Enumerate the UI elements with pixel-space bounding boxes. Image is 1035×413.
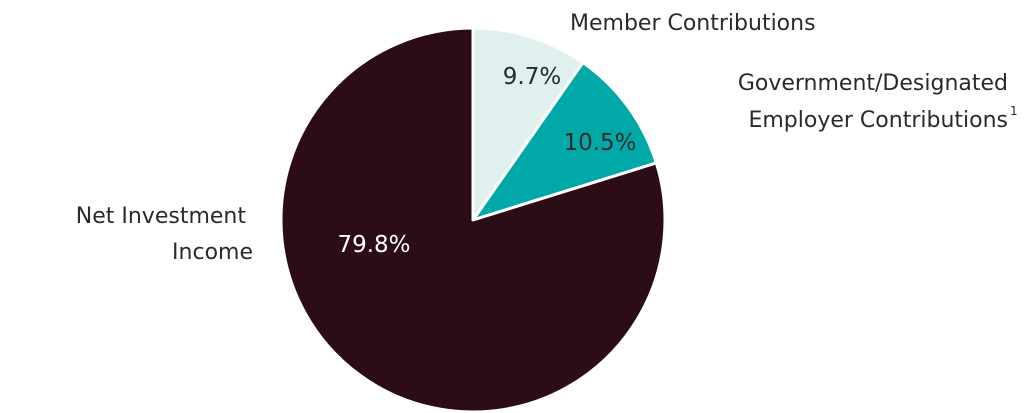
category-label-member: Member Contributions [570,11,816,36]
pie-slice-member [471,26,585,222]
category-label-investment-line-1: Net Investment [76,204,247,229]
category-label-government: Government/Designated [738,71,1008,96]
pie-slice-government [471,61,658,222]
slice-value-label-government: 10.5% [563,130,636,156]
footnote-marker: 1 [1010,104,1018,118]
slice-value-label-investment: 79.8% [337,232,410,258]
category-label-government-line-1: Government/Designated [738,71,1008,96]
category-label-investment: Net Investment Income [76,204,253,265]
category-label-government-line-2: Employer Contributions [748,108,1008,133]
category-label-government-line-2-group: Employer Contributions [748,108,1008,133]
category-label-investment-line-2: Income [172,240,253,265]
pie-slice-investment [279,26,667,413]
pie-slices [279,26,667,413]
slice-value-label-member: 9.7% [503,64,561,90]
category-label-member-line-1: Member Contributions [570,11,816,36]
